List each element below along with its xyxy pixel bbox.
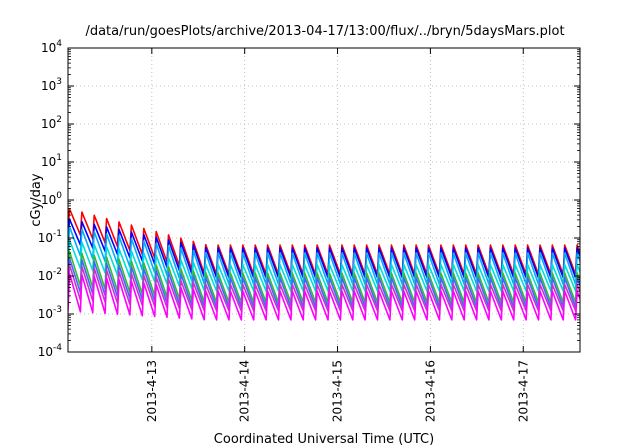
x-tick-label: 2013-4-14 bbox=[238, 360, 252, 422]
y-tick-label: 104 bbox=[41, 39, 62, 55]
x-axis: 2013-4-13 2013-4-14 2013-4-15 2013-4-16 2013… bbox=[145, 48, 530, 422]
y-tick-label: 101 bbox=[41, 153, 62, 169]
y-tick-label: 10-4 bbox=[38, 343, 63, 359]
x-tick-label: 2013-4-16 bbox=[423, 360, 437, 422]
x-tick-label: 2013-4-15 bbox=[331, 360, 345, 422]
series-line-7 bbox=[68, 272, 580, 321]
y-tick-label: 103 bbox=[41, 77, 62, 93]
y-tick-label: 102 bbox=[41, 115, 62, 131]
y-tick-label: 10-2 bbox=[38, 267, 62, 283]
x-tick-label: 2013-4-13 bbox=[145, 360, 159, 422]
y-tick-label: 10-3 bbox=[38, 305, 62, 321]
y-tick-label: 100 bbox=[41, 191, 62, 207]
grid bbox=[68, 48, 580, 352]
chart-title: /data/run/goesPlots/archive/2013-04-17/1… bbox=[85, 24, 564, 39]
x-axis-label: Coordinated Universal Time (UTC) bbox=[214, 432, 434, 447]
series-group bbox=[68, 208, 580, 321]
x-tick-label: 2013-4-17 bbox=[516, 360, 530, 422]
y-axis-label: cGy/day bbox=[29, 173, 44, 227]
y-axis: 10-4 10-3 10-2 10-1 100 101 102 103 104 bbox=[38, 39, 580, 359]
y-tick-label: 10-1 bbox=[38, 229, 62, 245]
